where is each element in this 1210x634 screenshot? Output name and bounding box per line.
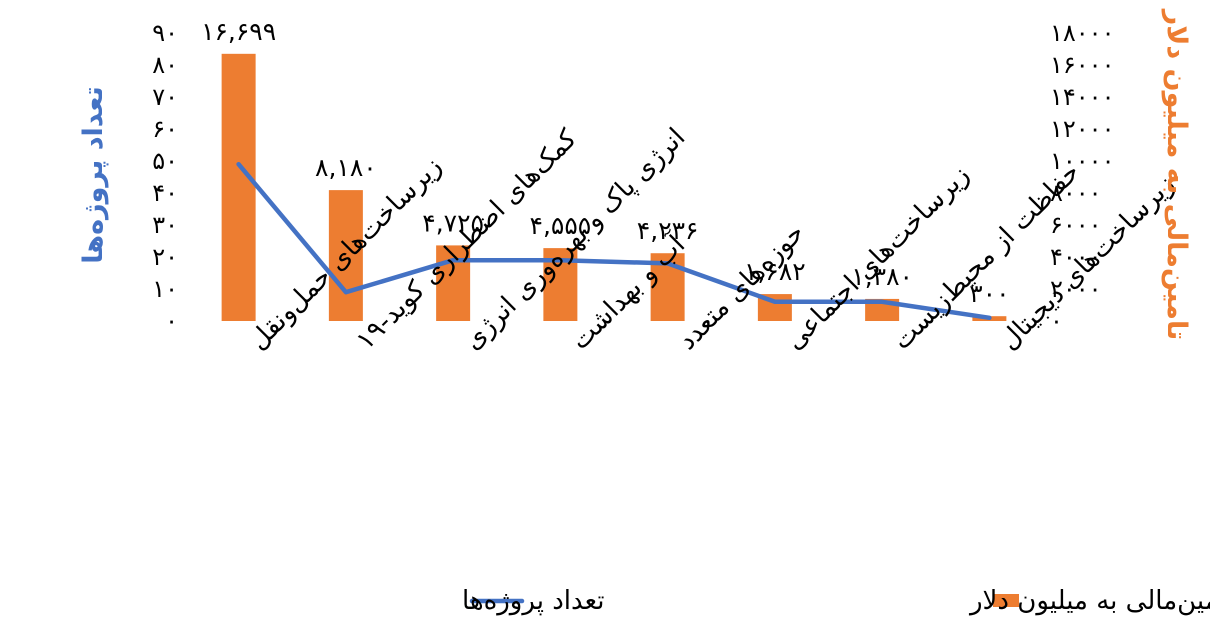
- bar-data-label: ۱,۳۸۰: [851, 262, 913, 291]
- category-label: زیرساخت‌های حمل‌ونقل: [243, 152, 447, 356]
- right-axis-tick-label: ۱۰۰۰۰: [1050, 147, 1114, 175]
- right-axis-tick-label: ۰: [1050, 307, 1063, 335]
- left-axis-tick-label: ۳۰: [152, 211, 178, 239]
- left-axis-title: تعداد پروژه‌ها: [78, 86, 109, 264]
- right-axis-tick-label: ۶۰۰۰: [1050, 211, 1102, 239]
- left-axis-ticks: ۰ ۱۰ ۲۰ ۳۰ ۴۰ ۵۰ ۶۰ ۷۰ ۸۰ ۹۰: [152, 19, 178, 335]
- right-axis-tick-label: ۴۰۰۰: [1050, 243, 1102, 271]
- bar: [221, 53, 256, 321]
- right-axis-tick-label: ۱۴۰۰۰: [1050, 83, 1114, 111]
- bar-data-label: ۱,۶۸۲: [744, 257, 806, 286]
- legend-line-label: تعداد پروژه‌ها: [462, 586, 604, 616]
- left-axis-tick-label: ۶۰: [152, 115, 178, 143]
- left-axis-tick-label: ۹۰: [152, 19, 178, 47]
- right-axis-tick-label: ۸۰۰۰: [1050, 179, 1102, 207]
- bar-data-label: ۴,۵۵۵: [530, 211, 592, 240]
- left-axis-tick-label: ۴۰: [152, 179, 178, 207]
- bar-data-label: ۳۰۰: [969, 279, 1009, 308]
- bar-data-label: ۸,۱۸۰: [315, 153, 377, 182]
- line-series: [236, 161, 992, 321]
- right-axis-tick-label: ۱۲۰۰۰: [1050, 115, 1114, 143]
- left-axis-tick-label: ۸۰: [152, 51, 178, 79]
- right-axis-title: تامین‌مالی به میلیون دلار: [1161, 8, 1192, 341]
- right-axis-tick-label: ۱۸۰۰۰: [1050, 19, 1114, 47]
- legend: تامین‌مالی به میلیون دلار تعداد پروژه‌ها: [462, 586, 1210, 616]
- right-axis-tick-label: ۲۰۰۰: [1050, 275, 1102, 303]
- left-axis-tick-label: ۵۰: [152, 147, 178, 175]
- right-axis-ticks: ۰ ۲۰۰۰ ۴۰۰۰ ۶۰۰۰ ۸۰۰۰ ۱۰۰۰۰ ۱۲۰۰۰ ۱۴۰۰۰ ۱۶۰۰۰ ۱۸۰…: [1050, 19, 1114, 335]
- bar-data-label: ۴,۷۲۵: [422, 208, 484, 237]
- legend-bar-swatch: [993, 594, 1019, 607]
- bar-data-labels: ۱۶,۶۹۹ ۸,۱۸۰ ۴,۷۲۵ ۴,۵۵۵ ۴,۲۳۶ ۱,۶۸۲ ۱,۳۸۰ ۳۰۰: [201, 17, 1009, 308]
- left-axis-tick-label: ۱۰: [152, 275, 178, 303]
- series-line: [236, 161, 992, 321]
- left-axis-tick-label: ۷۰: [152, 83, 178, 111]
- bar-data-label: ۱۶,۶۹۹: [201, 17, 276, 46]
- category-label: زیرساخت‌های اجتماعی: [780, 160, 976, 356]
- bar-data-label: ۴,۲۳۶: [637, 216, 699, 245]
- left-axis-tick-label: ۰: [165, 307, 178, 335]
- left-axis-tick-label: ۲۰: [152, 243, 178, 271]
- right-axis-tick-label: ۱۶۰۰۰: [1050, 51, 1114, 79]
- bar: [328, 190, 363, 321]
- legend-bar-label: تامین‌مالی به میلیون دلار: [968, 586, 1210, 616]
